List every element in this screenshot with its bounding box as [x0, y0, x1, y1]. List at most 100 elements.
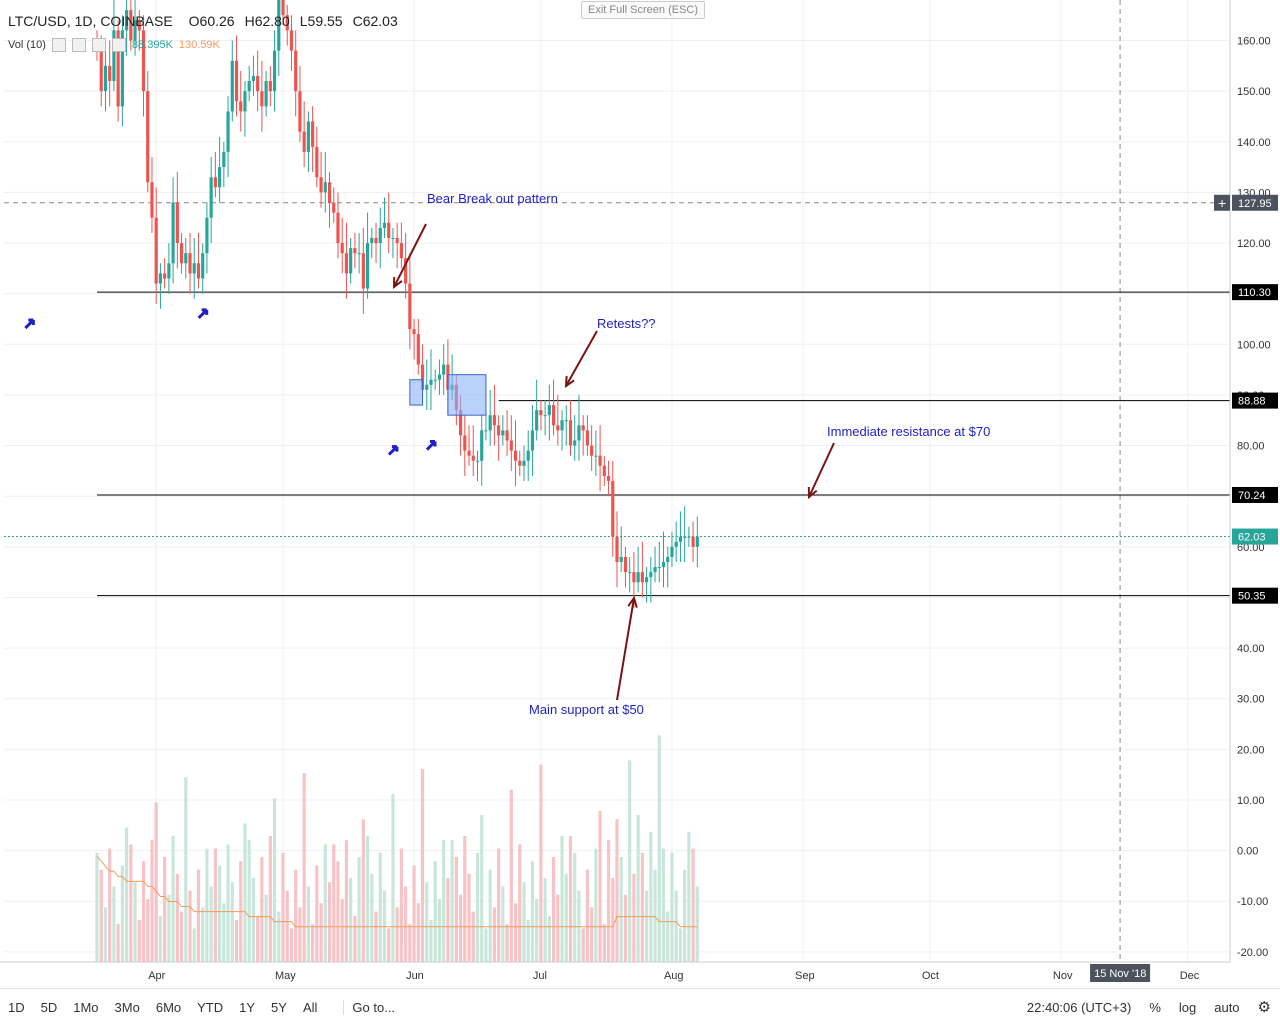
annotation-arrowhead: [627, 595, 638, 608]
add-icon[interactable]: [91, 38, 106, 52]
auto-toggle[interactable]: auto: [1214, 999, 1240, 1015]
settings-icon[interactable]: [71, 38, 86, 52]
volume-bar: [463, 836, 467, 962]
range-6mo[interactable]: 6Mo: [155, 999, 182, 1015]
volume-bar: [234, 920, 239, 962]
symbol-label[interactable]: LTC/USD, 1D, COINBASE: [8, 13, 173, 29]
time-tick-label: Oct: [922, 970, 939, 982]
volume-bar: [175, 873, 179, 962]
candle-body: [158, 273, 163, 284]
candle-body: [505, 430, 509, 441]
plus-glyph: +: [1218, 195, 1226, 211]
volume-bar: [285, 890, 289, 962]
candle-body: [387, 222, 391, 238]
volume-bar: [573, 852, 577, 962]
candle-body: [649, 572, 653, 578]
range-3mo[interactable]: 3Mo: [114, 999, 140, 1015]
range-1mo[interactable]: 1Mo: [73, 999, 99, 1015]
retest-box[interactable]: [409, 379, 424, 406]
price-label-tag: [1232, 587, 1278, 604]
annotation-text[interactable]: Immediate resistance at $70: [827, 424, 990, 439]
candle-body: [395, 237, 399, 244]
volume-bar: [484, 928, 488, 962]
volume-bar: [488, 869, 492, 962]
annotation-text[interactable]: Bear Break out pattern: [427, 191, 558, 206]
volume-bar: [260, 857, 264, 962]
volume-bar: [530, 861, 535, 962]
volume-bar: [454, 857, 458, 962]
eye-icon[interactable]: [51, 38, 66, 52]
price-tick-label: 140.00: [1237, 137, 1271, 149]
volume-bar: [357, 857, 361, 962]
time-tick-label: Jul: [533, 970, 547, 982]
volume-bar: [649, 831, 653, 962]
candle-body: [636, 572, 640, 583]
volume-bar: [395, 907, 399, 962]
volume-bar: [289, 928, 294, 962]
price-label-tag: [1232, 194, 1278, 211]
volume-bar: [378, 852, 382, 962]
volume-bar: [167, 894, 171, 962]
candle-body: [653, 567, 657, 573]
volume-bar: [150, 840, 154, 962]
time-tick-label: Nov: [1053, 970, 1073, 982]
volume-bar: [602, 924, 606, 962]
range-ytd[interactable]: YTD: [197, 999, 224, 1015]
add-icon[interactable]: [1214, 194, 1230, 211]
range-5d[interactable]: 5D: [40, 999, 58, 1015]
volume-label[interactable]: Vol (10): [8, 39, 46, 51]
candle-body: [184, 253, 188, 264]
candle-body: [539, 410, 543, 416]
percent-toggle[interactable]: %: [1149, 999, 1161, 1015]
candle-body: [289, 30, 294, 51]
volume-bar: [632, 873, 636, 962]
time-tick-label: Sep: [795, 970, 815, 982]
annotation-text[interactable]: Retests??: [597, 316, 656, 331]
price-label-tag: [1232, 486, 1278, 503]
annotation-text[interactable]: Main support at $50: [529, 702, 644, 717]
candle-body: [471, 455, 475, 461]
volume-bar: [344, 840, 349, 962]
candle-body: [547, 405, 551, 416]
volume-bar: [95, 852, 99, 962]
range-1y[interactable]: 1Y: [239, 999, 256, 1015]
volume-bar: [535, 899, 539, 962]
gear-icon[interactable]: ⚙: [1257, 999, 1271, 1016]
candle-body: [196, 263, 201, 279]
close-icon[interactable]: [111, 38, 126, 52]
log-toggle[interactable]: log: [1178, 999, 1197, 1015]
candle-body: [568, 420, 573, 446]
candle-body: [336, 212, 340, 244]
time-tick-label: May: [275, 970, 296, 982]
volume-bar: [628, 760, 632, 962]
volume-bar: [302, 773, 306, 962]
volume-bar: [323, 844, 327, 962]
candle-body: [243, 91, 247, 112]
volume-bar: [598, 810, 602, 962]
candle-body: [420, 364, 425, 390]
low-value: L59.55: [299, 13, 343, 29]
volume-bar: [256, 915, 260, 962]
retest-box[interactable]: [447, 374, 487, 416]
volume-bar: [404, 886, 408, 962]
candle-body: [560, 420, 564, 431]
exit-fullscreen-button[interactable]: Exit Full Screen (ESC): [581, 1, 706, 19]
candle-body: [687, 536, 691, 538]
candle-body: [556, 425, 560, 431]
annotation-arrowhead: [564, 375, 575, 389]
volume-bar: [547, 915, 551, 962]
price-chart[interactable]: Bear Break out pattern Retests?? Immediate…: [0, 0, 1280, 988]
candle-body: [488, 415, 492, 431]
candle-body: [365, 243, 370, 289]
candle-body: [484, 430, 488, 432]
volume-bar: [332, 844, 336, 962]
candle-body: [306, 121, 310, 152]
volume-bar: [691, 848, 695, 962]
volume-bar: [433, 861, 437, 962]
goto-button[interactable]: Go to...: [343, 999, 403, 1015]
annotation-arrowhead: [392, 276, 403, 290]
range-all[interactable]: All: [302, 999, 318, 1015]
range-1d[interactable]: 1D: [8, 999, 25, 1015]
candle-body: [640, 572, 644, 583]
range-5y[interactable]: 5Y: [271, 999, 287, 1015]
